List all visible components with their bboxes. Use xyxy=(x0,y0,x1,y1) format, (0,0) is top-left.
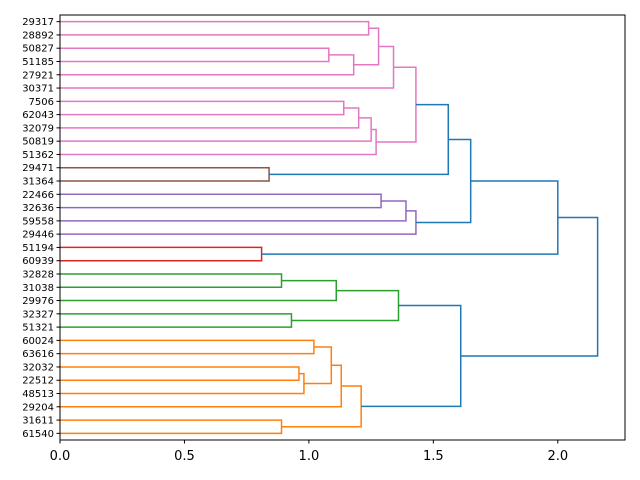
leaf-label: 32079 xyxy=(22,123,54,134)
link-m3 xyxy=(60,54,355,76)
link-m23 xyxy=(60,339,315,355)
leaf-label: 28892 xyxy=(22,30,54,41)
leaf-label: 31364 xyxy=(22,177,54,188)
leaf-label: 32636 xyxy=(22,203,54,214)
x-tick-label: 2.0 xyxy=(547,449,568,464)
link-m20 xyxy=(60,279,338,302)
x-tick-label: 1.0 xyxy=(299,449,320,464)
leaf-label: 31611 xyxy=(22,416,54,427)
leaf-label: 29204 xyxy=(22,402,54,413)
leaf-label: 32032 xyxy=(22,362,54,373)
leaf-label: 59558 xyxy=(22,216,54,227)
link-m18 xyxy=(261,180,559,255)
leaf-label: 61540 xyxy=(22,429,54,440)
leaf-label: 60024 xyxy=(22,336,54,347)
link-m2 xyxy=(60,47,330,63)
leaf-label: 50819 xyxy=(22,137,54,148)
link-m25 xyxy=(60,372,305,395)
leaf-label: 62043 xyxy=(22,110,54,121)
links-layer xyxy=(60,20,599,435)
x-tick-label: 0.5 xyxy=(174,449,195,464)
leaf-label: 22466 xyxy=(22,190,54,201)
link-m16 xyxy=(415,138,472,224)
leaf-label: 29317 xyxy=(22,17,54,28)
leaf-label: 29446 xyxy=(22,230,54,241)
leaf-label: 31038 xyxy=(22,283,54,294)
link-m8 xyxy=(60,117,372,142)
leaf-label: 60939 xyxy=(22,256,54,267)
leaf-label: 50827 xyxy=(22,44,54,55)
leaf-labels: 29317 28892 50827 51185 27921 30371 7506 62043 3… xyxy=(22,17,60,440)
link-m24 xyxy=(60,366,300,381)
link-m31 xyxy=(460,216,599,357)
leaf-label: 63616 xyxy=(22,349,54,360)
link-m15 xyxy=(60,210,417,235)
leaf-label: 48513 xyxy=(22,389,54,400)
link-m11 xyxy=(60,166,270,182)
leaf-label: 29471 xyxy=(22,163,54,174)
leaf-label: 7506 xyxy=(29,97,54,108)
link-m9 xyxy=(60,128,377,156)
leaf-label: 27921 xyxy=(22,70,54,81)
link-m5 xyxy=(60,45,395,89)
leaf-label: 22512 xyxy=(22,376,54,387)
leaf-label: 29976 xyxy=(22,296,54,307)
link-m21 xyxy=(60,313,293,328)
link-m6 xyxy=(60,100,345,116)
leaf-label: 51194 xyxy=(22,243,54,254)
link-m10 xyxy=(376,66,417,143)
link-m1 xyxy=(60,20,370,36)
link-m29 xyxy=(281,385,362,428)
leaf-label: 30371 xyxy=(22,84,54,95)
link-m26 xyxy=(303,346,333,385)
plot-frame xyxy=(59,14,626,441)
link-m19 xyxy=(60,273,283,289)
leaf-label: 32828 xyxy=(22,269,54,280)
link-m4 xyxy=(353,27,380,66)
leaf-label: 51321 xyxy=(22,323,54,334)
link-m27 xyxy=(60,364,343,408)
link-m17 xyxy=(60,246,263,262)
link-m13 xyxy=(60,193,382,209)
link-m7 xyxy=(60,107,360,129)
leaf-label: 51362 xyxy=(22,150,54,161)
link-m22 xyxy=(291,289,400,322)
leaf-label: 51185 xyxy=(22,57,54,68)
x-axis: 0.0 0.5 1.0 1.5 2.0 xyxy=(50,440,568,464)
leaf-label: 32327 xyxy=(22,309,54,320)
x-tick-label: 0.0 xyxy=(50,449,71,464)
x-tick-label: 1.5 xyxy=(423,449,444,464)
link-m28 xyxy=(60,419,283,435)
link-m14 xyxy=(60,200,407,222)
